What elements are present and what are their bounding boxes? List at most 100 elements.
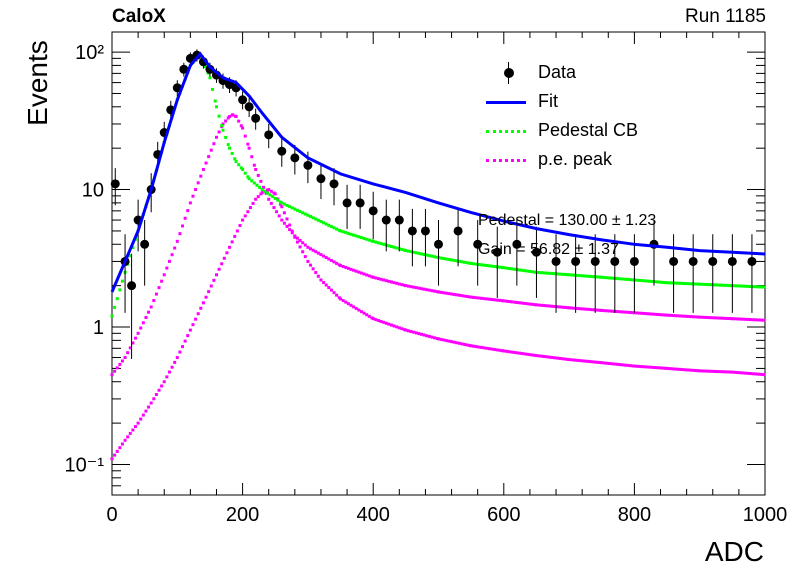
pe-peak-2-dot [110,457,114,461]
pe-peak-1-dot [512,300,516,304]
pe-peak-2-dot [235,229,239,233]
pedestal-dot [523,269,527,273]
pe-peak-2-dot [384,321,388,325]
pe-peak-2-dot [759,372,763,376]
data-point [747,256,757,266]
pe-peak-1-dot [293,234,297,238]
pe-peak-1-dot [437,290,440,294]
pedestal-dot [570,273,574,277]
x-tick-label: 1000 [743,504,788,526]
legend-item-fit: Fit [484,87,744,116]
pedestal-dot [480,263,484,267]
pe-peak-1-dot [741,317,745,321]
data-point [179,64,189,74]
pedestal-dot [520,268,524,272]
pe-peak-2-dot [311,267,315,271]
pe-peak-1-dot [623,310,627,314]
fit-stats: Pedestal = 130.00 ± 1.23 Gain = 56.82 ± … [478,206,656,264]
pedestal-dot [638,278,642,282]
pedestal-dot [387,244,391,248]
pe-peak-1-dot [201,167,205,171]
pe-peak-1-dot [651,312,655,316]
pedestal-dot [288,205,292,209]
pedestal-dot [220,124,224,128]
pedestal-dot [392,245,396,249]
pedestal-dot [301,211,305,215]
pe-peak-1-dot [540,303,544,307]
pe-peak-1-dot [136,331,140,335]
pe-peak-2-dot [136,421,140,425]
pe-peak-1-dot [237,119,241,123]
pe-peak-2-dot [613,362,617,366]
pe-peak-1-dot [558,305,562,309]
pe-peak-2-dot [437,337,440,341]
pedestal-dot [665,281,669,285]
pe-peak-1-dot [427,288,431,292]
pe-peak-2-dot [248,206,252,210]
pe-peak-1-dot [374,276,378,280]
pe-peak-1-dot [450,292,454,296]
data-point [453,226,463,236]
pe-peak-1-dot [640,311,644,315]
pe-peak-1-dot [217,130,221,134]
pe-peak-1-dot [115,366,119,370]
pe-peak-1-dot [645,312,649,316]
pe-peak-1-dot [404,284,408,288]
pe-peak-1-dot [759,318,763,322]
pedestal-dot [367,238,371,242]
pe-peak-1-dot [444,291,448,295]
pe-peak-2-dot [498,348,502,352]
pedestal-dot [319,220,323,224]
pe-peak-2-dot [482,346,486,350]
pedestal-dot [447,257,451,261]
pedestal-dot [673,281,677,285]
pe-peak-2-dot [417,332,421,336]
pe-peak-1-dot [683,314,687,318]
pedestal-dot [314,217,318,221]
pedestal-dot [706,283,710,287]
pe-peak-2-dot [439,337,443,341]
pedestal-dot [528,269,532,273]
pe-peak-2-dot [344,300,348,304]
pedestal-dot [465,261,469,265]
pe-peak-2-dot [430,335,434,339]
pe-peak-1-dot [392,281,396,285]
pedestal-dot [241,167,245,171]
pe-peak-2-dot [567,358,571,362]
pe-peak-2-dot [570,358,574,362]
pe-peak-1-dot [311,248,315,252]
pedestal-dot [678,281,682,285]
pe-peak-2-dot [575,358,579,362]
pe-peak-2-dot [152,397,156,401]
pedestal-dot [252,181,256,185]
pedestal-dot [425,253,429,257]
pe-peak-2-dot [706,369,710,373]
pe-peak-1-dot [602,309,606,313]
pedestal-dot [322,221,326,225]
pe-peak-1-dot [123,356,127,360]
pe-peak-1-dot [457,293,461,297]
pe-peak-2-dot [628,364,632,368]
data-point [238,95,248,105]
pe-peak-1-dot [221,122,225,126]
pe-peak-2-dot [686,368,690,372]
pe-peak-curve-2 [110,188,766,461]
pe-peak-2-dot [225,251,229,255]
pedestal-dot [668,281,672,285]
legend-item-pe-peak: p.e. peak [484,145,744,174]
fit-line [110,51,766,293]
pe-peak-1-dot [490,298,494,302]
pe-peak-2-dot [762,373,766,377]
pedestal-dot [349,232,353,236]
pedestal-dot [585,274,589,278]
pe-peak-2-dot [241,218,245,222]
pedestal-dot [512,267,516,271]
x-tick-label: 800 [618,504,651,526]
pedestal-dot [265,191,269,195]
gain-value: Gain = 56.82 ± 1.37 [478,241,619,258]
pe-peak-1-dot [665,313,669,317]
pe-peak-2-dot [113,453,117,457]
pe-peak-1-dot [545,304,549,308]
pe-peak-2-dot [515,351,519,355]
pedestal-dot [203,65,207,69]
